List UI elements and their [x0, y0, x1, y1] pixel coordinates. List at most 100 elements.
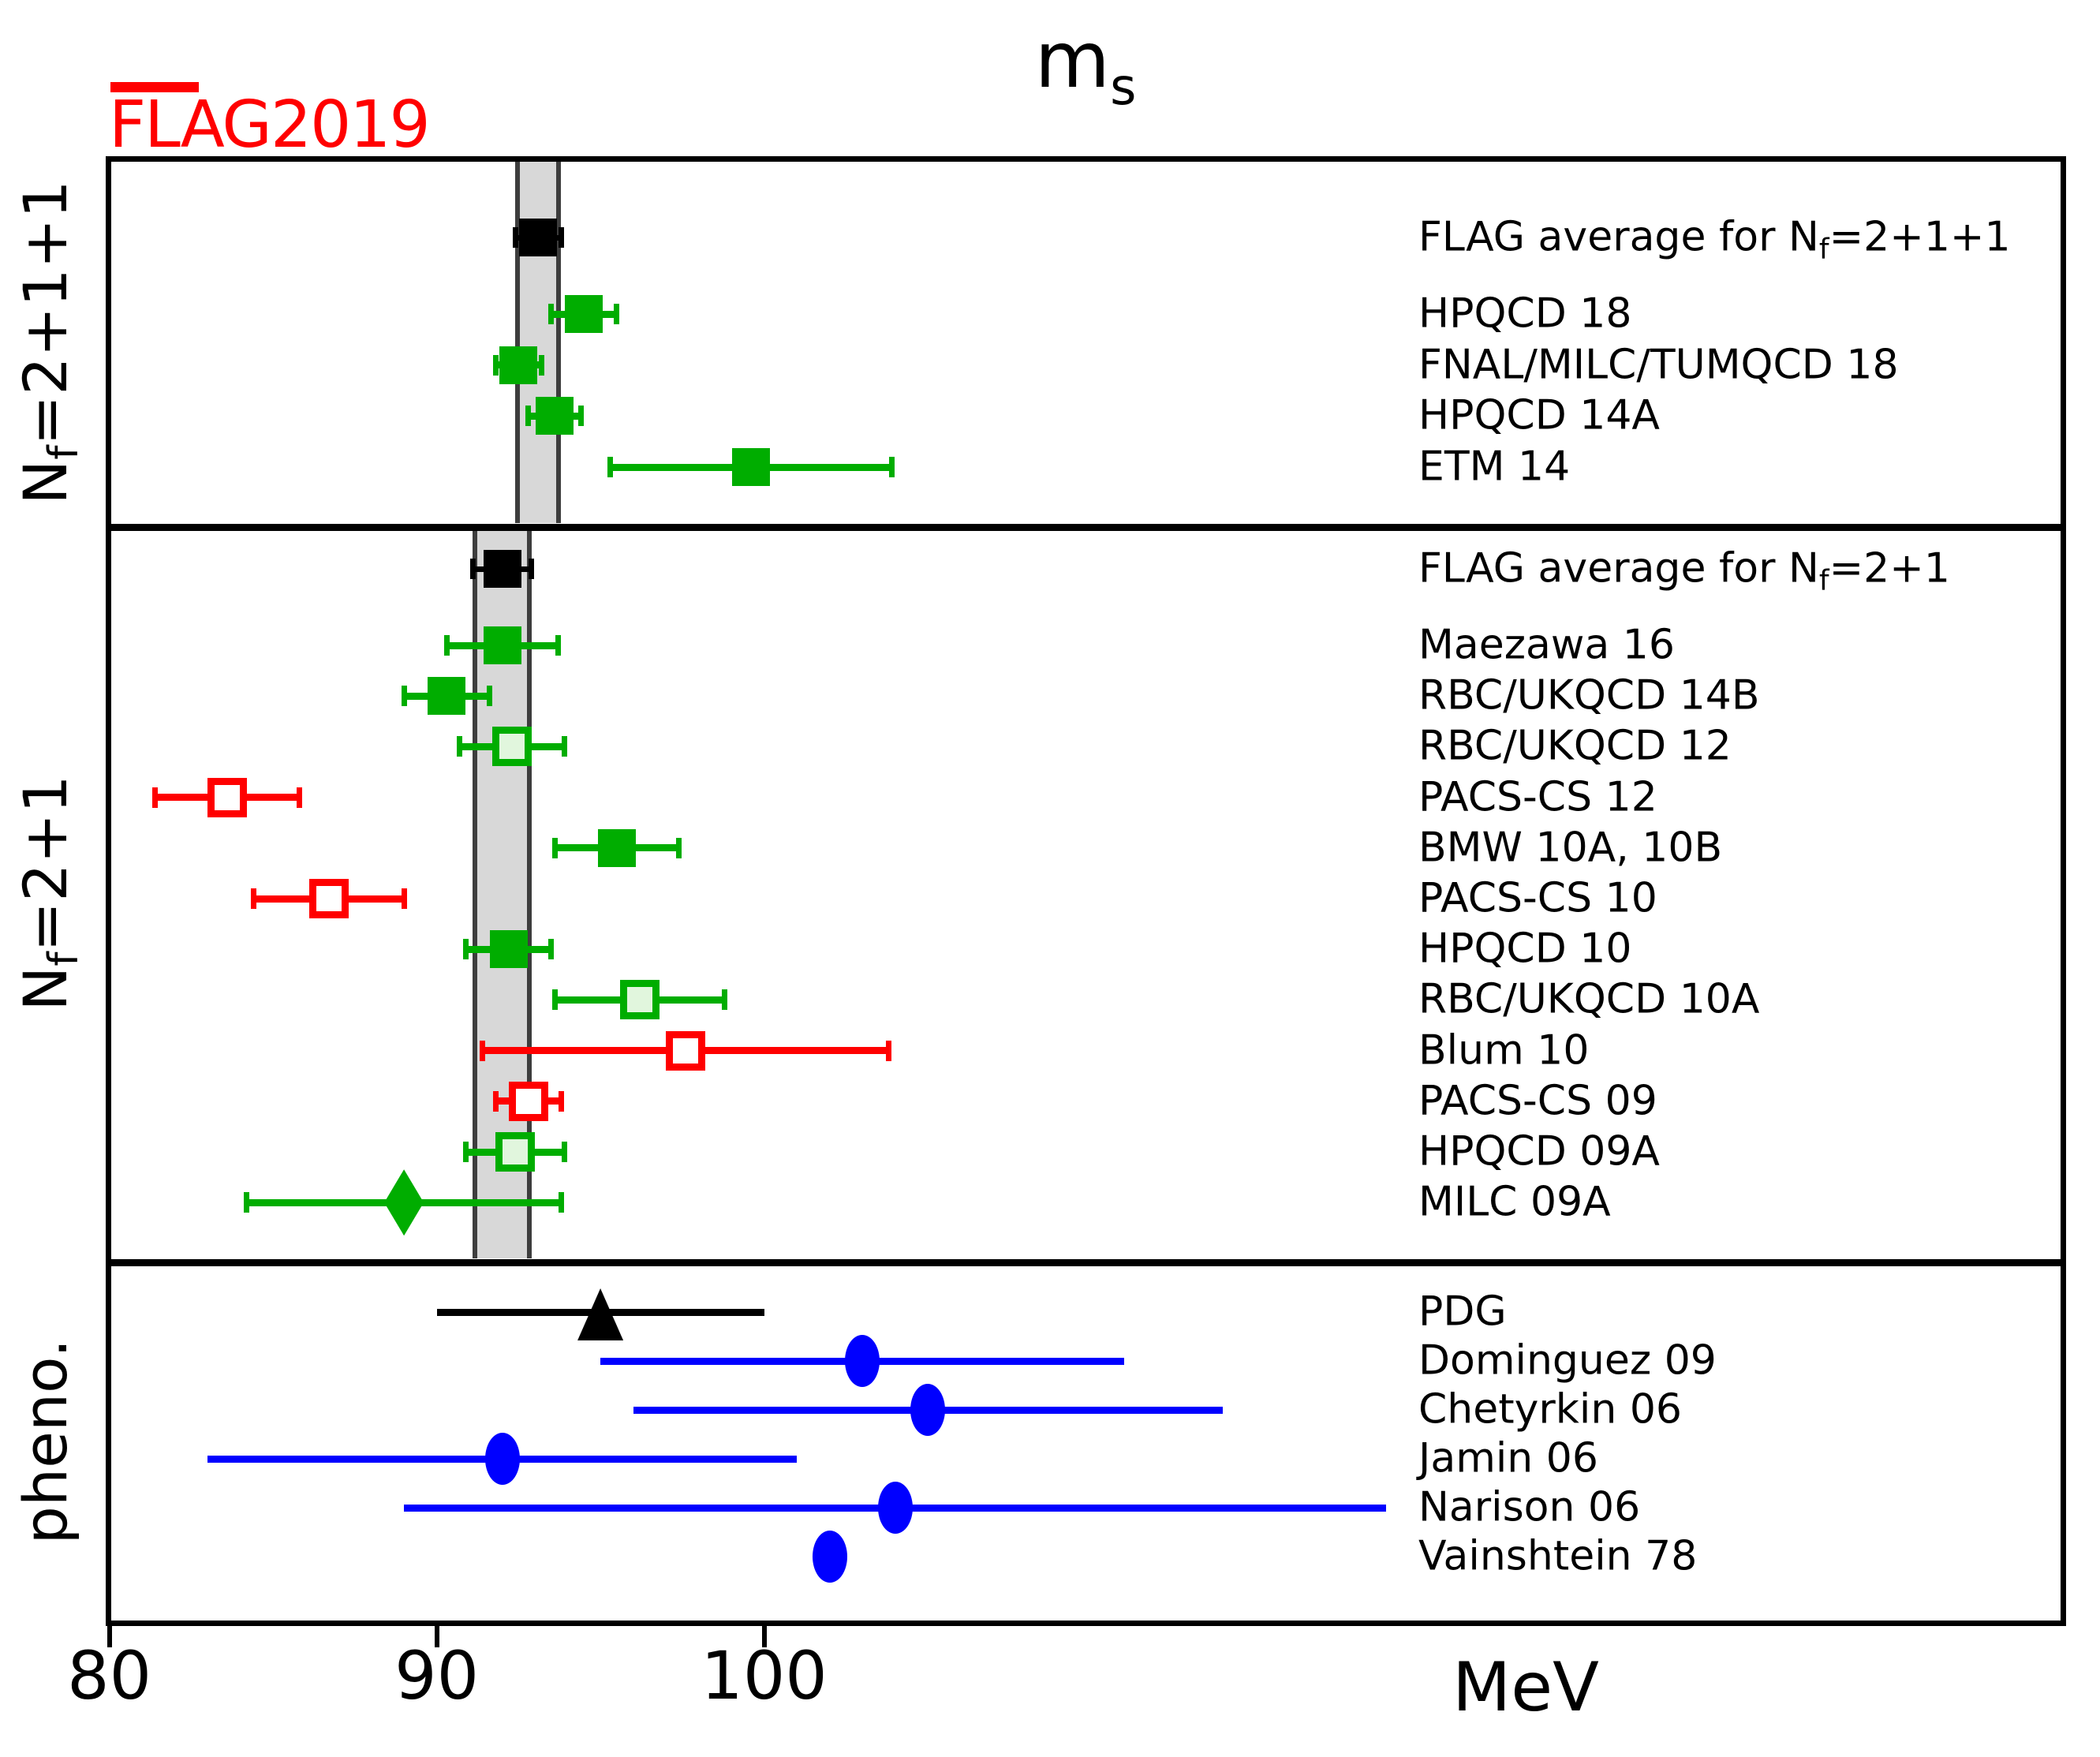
figure-title: ms: [1034, 16, 1137, 117]
nf-subscript: f: [40, 951, 88, 966]
flag-logo-year: 2019: [270, 88, 431, 163]
data-point-marker: [536, 397, 574, 436]
entry-label: FLAG average for Nf=2+1: [1418, 544, 1950, 597]
entry-label: RBC/UKQCD 10A: [1418, 976, 1760, 1024]
entry-label: Jamin 06: [1418, 1434, 1598, 1482]
data-point-marker: [499, 346, 538, 384]
entry-label: Maezawa 16: [1418, 621, 1675, 669]
data-point-marker: [508, 1081, 548, 1121]
entry-label: RBC/UKQCD 12: [1418, 723, 1732, 771]
nf-symbol: N: [1788, 544, 1819, 593]
data-point-marker: [483, 550, 521, 588]
error-bar-cap: [561, 736, 567, 757]
entry-label: PACS-CS 12: [1418, 773, 1657, 821]
error-bar-cap: [401, 686, 407, 707]
entry-label: FLAG average for Nf=2+1+1: [1418, 213, 2011, 266]
error-bar-cap: [722, 989, 728, 1011]
error-bar-cap: [480, 1040, 486, 1061]
error-bar-cap: [443, 635, 450, 656]
error-bar-cap: [469, 559, 476, 579]
nf-subscript: f: [40, 445, 88, 460]
error-bar-cap: [555, 635, 561, 656]
data-point-marker: [489, 930, 528, 969]
figure-title-subscript: s: [1110, 58, 1137, 117]
section-divider: [108, 523, 2066, 531]
nf-symbol: N: [10, 459, 80, 505]
flag-logo: FLAG2019: [109, 82, 431, 158]
error-bar-cap: [492, 1090, 499, 1112]
data-point-marker: [207, 777, 247, 817]
entry-label: MILC 09A: [1418, 1178, 1611, 1226]
nf-symbol: N: [1788, 213, 1819, 261]
error-bar-cap: [577, 406, 584, 427]
data-point-marker: [812, 1531, 847, 1583]
error-bar-cap: [486, 686, 492, 707]
entry-label: HPQCD 14A: [1418, 392, 1661, 440]
error-bar-cap: [885, 1040, 891, 1061]
error-bar-cap: [558, 1090, 564, 1112]
side-label: pheno.: [10, 1338, 80, 1545]
data-point-marker: [597, 828, 636, 867]
error-bar-cap: [244, 1192, 250, 1213]
error-bar-cap: [457, 736, 463, 757]
error-bar-cap: [561, 1142, 567, 1162]
data-point-marker: [495, 1132, 536, 1172]
error-bar-cap: [558, 227, 564, 248]
error-bar-cap: [551, 837, 558, 858]
error-bar-cap: [888, 457, 895, 478]
entry-label: PDG: [1418, 1288, 1507, 1336]
entry-label: PACS-CS 09: [1418, 1077, 1657, 1125]
data-point-marker: [519, 219, 558, 256]
nf-subscript: f: [1818, 564, 1829, 597]
entry-label: ETM 14: [1418, 443, 1571, 491]
entry-label: Vainshtein 78: [1418, 1532, 1698, 1580]
error-bar-cap: [529, 559, 535, 579]
data-point-marker: [428, 677, 466, 716]
entry-label: Narison 06: [1418, 1483, 1641, 1531]
nf-subscript: f: [1818, 233, 1829, 266]
nf-symbol: N: [10, 966, 80, 1011]
average-band: [515, 162, 562, 523]
flag-logo-overline: [110, 82, 199, 92]
error-bar-cap: [296, 787, 302, 808]
entry-label: FNAL/MILC/TUMQCD 18: [1418, 341, 1899, 389]
data-point-marker: [484, 1433, 520, 1485]
entry-label: HPQCD 09A: [1418, 1127, 1661, 1176]
entry-label: PACS-CS 10: [1418, 874, 1657, 922]
entry-label: HPQCD 18: [1418, 290, 1632, 338]
error-bar-cap: [548, 304, 555, 324]
side-label: Nf=2+1: [10, 775, 88, 1011]
error-bar-cap: [558, 1192, 564, 1213]
error-bar-cap: [463, 939, 469, 960]
x-tick-label: 90: [394, 1637, 480, 1714]
error-bar-cap: [607, 457, 614, 478]
error-bar-cap: [525, 406, 532, 427]
entry-label: Blum 10: [1418, 1026, 1590, 1075]
error-bar-cap: [614, 304, 620, 324]
data-point-marker: [308, 879, 349, 918]
plot-frame: [106, 156, 2066, 1626]
error-bar-cap: [463, 1142, 469, 1162]
data-point-marker: [619, 980, 660, 1020]
entry-label: Chetyrkin 06: [1418, 1385, 1683, 1434]
data-point-marker: [492, 727, 532, 767]
error-bar-cap: [492, 354, 499, 376]
data-point-marker: [877, 1482, 913, 1534]
data-point-marker: [732, 448, 770, 487]
data-point-marker: [666, 1030, 705, 1071]
flag-logo-text: FLAG: [109, 88, 272, 163]
error-bar-cap: [538, 354, 544, 376]
data-point-marker: [845, 1335, 880, 1387]
x-tick: [106, 1624, 112, 1647]
entry-label: HPQCD 10: [1418, 925, 1632, 973]
side-label: Nf=2+1+1: [10, 180, 88, 505]
entry-label: Dominguez 09: [1418, 1336, 1717, 1385]
error-bar-cap: [152, 787, 159, 808]
data-point-marker: [910, 1384, 946, 1436]
data-point-marker: [483, 626, 521, 664]
entry-label: BMW 10A, 10B: [1418, 824, 1723, 872]
section-divider: [108, 1258, 2066, 1266]
data-point-marker: [565, 295, 603, 333]
error-bar-cap: [676, 837, 682, 858]
